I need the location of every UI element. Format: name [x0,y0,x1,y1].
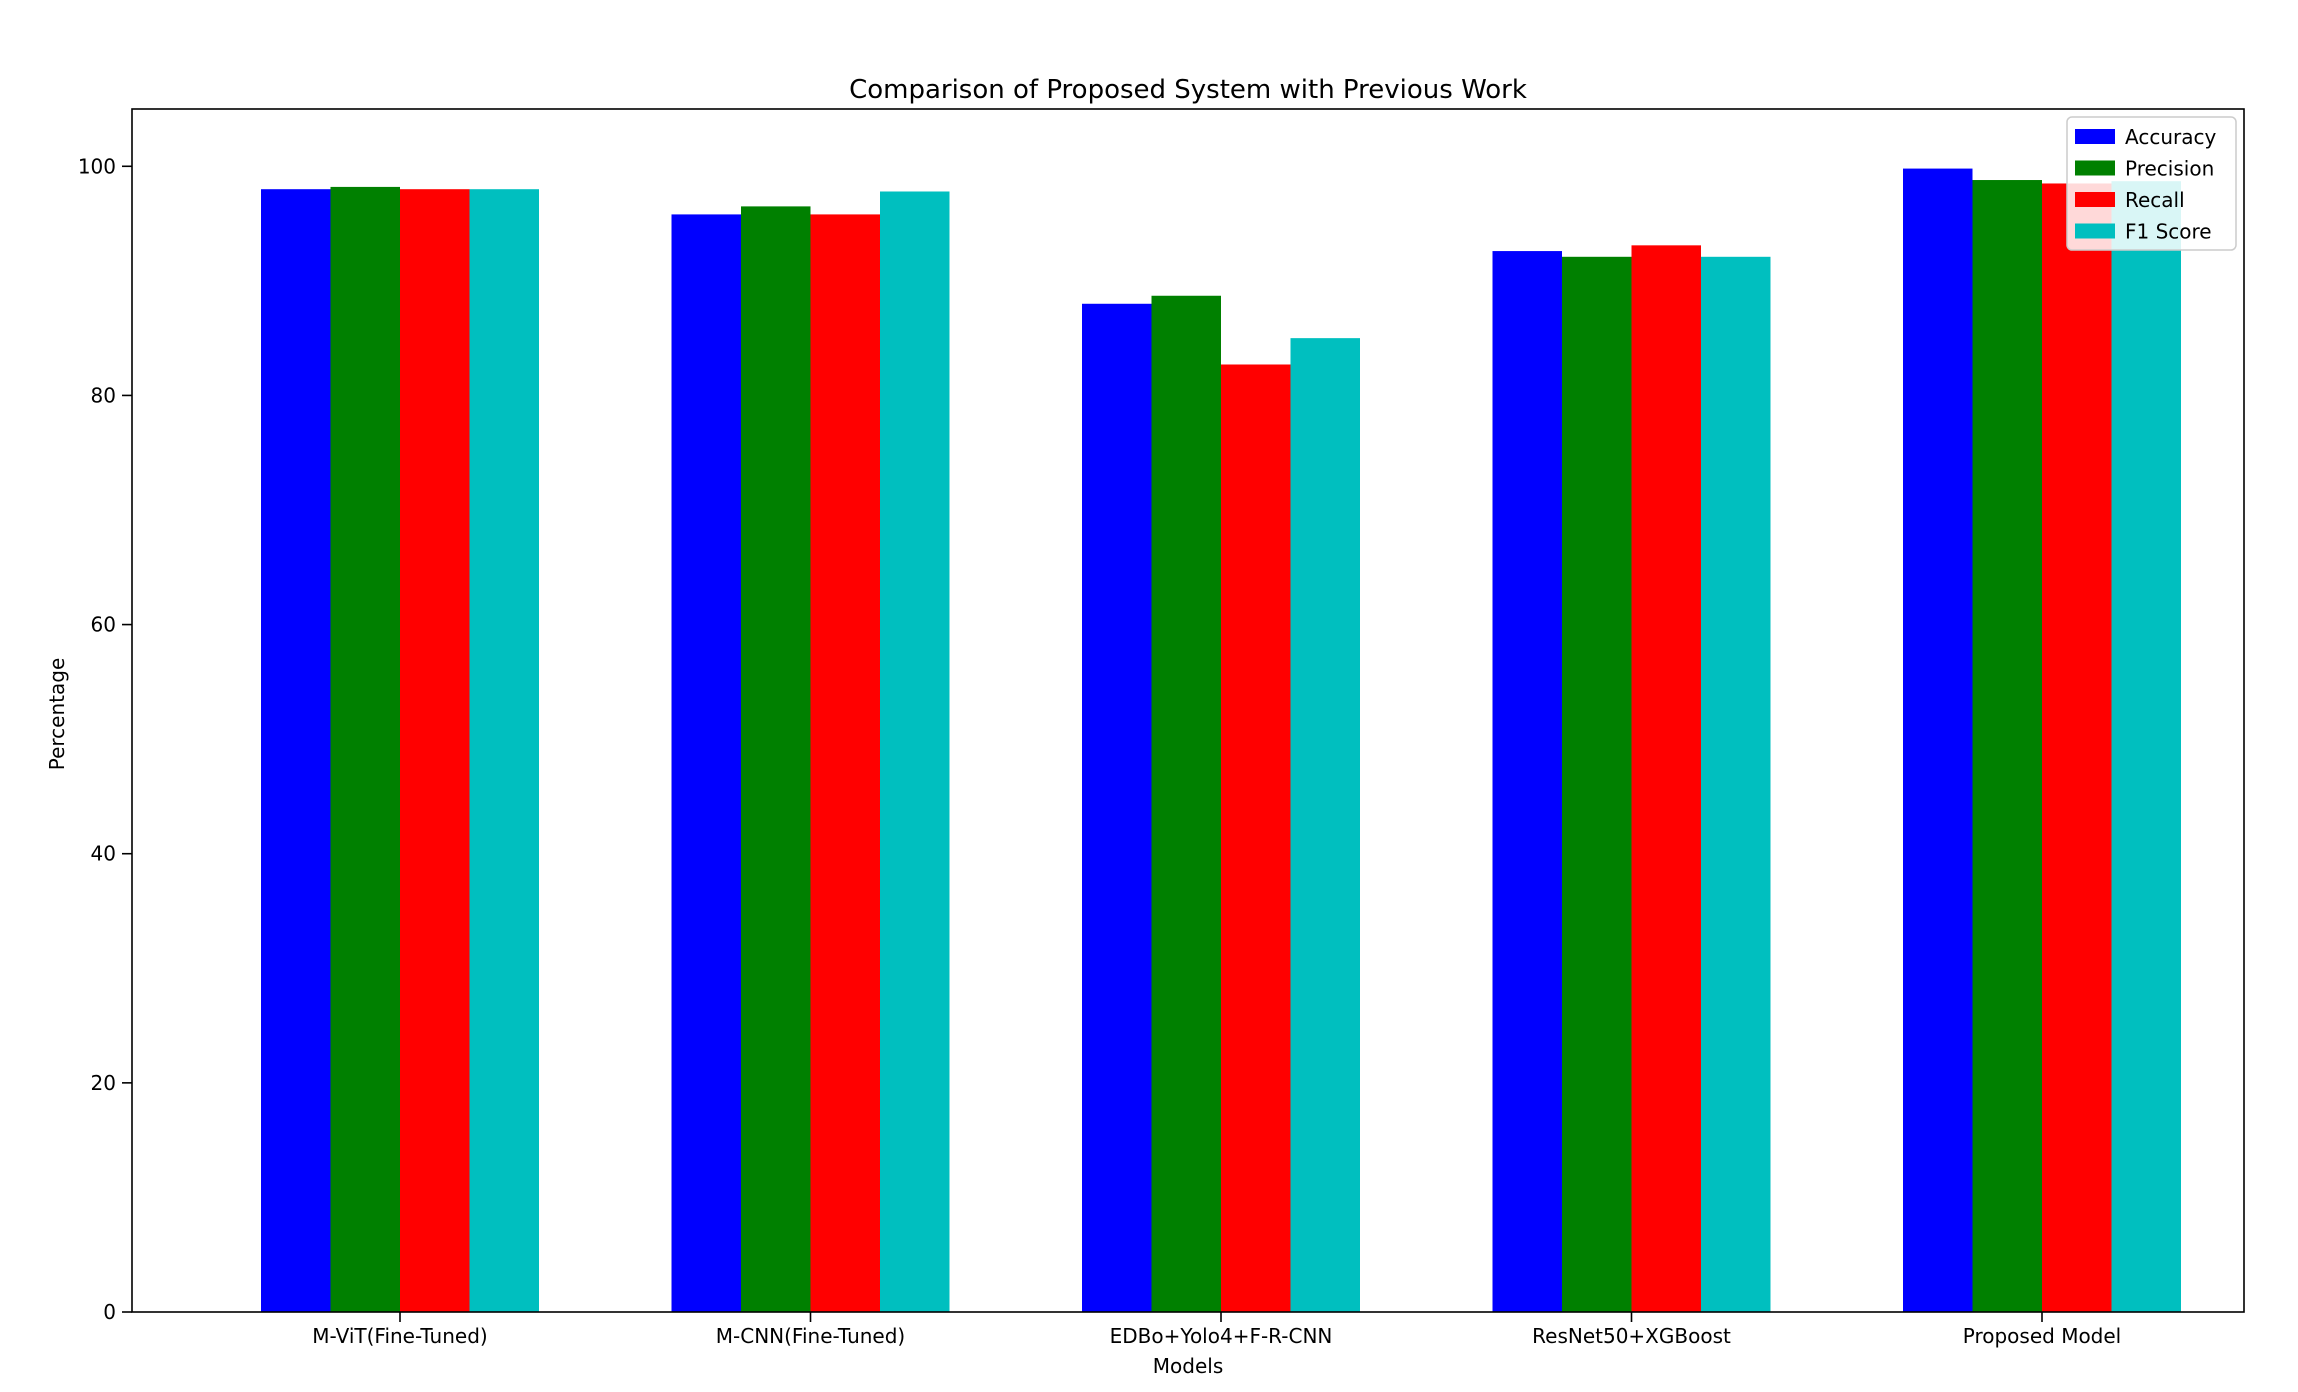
legend-label: Precision [2125,157,2214,181]
bar-f1-score-0 [469,189,539,1313]
bar-recall-0 [400,189,470,1313]
bar-accuracy-2 [1082,303,1152,1312]
x-tick-label: EDBo+Yolo4+F-R-CNN [1110,1324,1333,1348]
y-axis-label: Percentage [45,658,69,771]
bars-group [261,168,2181,1313]
bar-precision-1 [741,206,811,1312]
y-tick-label: 100 [78,154,116,178]
bar-recall-1 [810,214,880,1312]
y-tick-label: 60 [91,613,116,637]
bar-precision-4 [1972,180,2042,1312]
bar-f1-score-2 [1290,338,1360,1313]
legend: Accuracy Precision Recall F1 Score [2066,116,2237,251]
x-tick-label: M-ViT(Fine-Tuned) [312,1324,487,1348]
bar-precision-2 [1151,295,1221,1312]
legend-label: Recall [2125,188,2185,212]
x-tick-label: ResNet50+XGBoost [1532,1324,1731,1348]
legend-swatch [2075,192,2115,207]
bar-precision-3 [1562,256,1632,1313]
x-tick-label: M-CNN(Fine-Tuned) [716,1324,905,1348]
bar-accuracy-0 [261,189,331,1313]
bar-recall-4 [2042,183,2112,1312]
bar-accuracy-4 [1903,168,1973,1312]
bar-accuracy-1 [671,214,741,1312]
bar-accuracy-3 [1492,251,1562,1312]
legend-label: Accuracy [2125,125,2216,149]
bar-precision-0 [330,186,400,1312]
bar-f1-score-3 [1701,256,1771,1313]
y-tick-label: 0 [103,1300,116,1324]
y-tick-label: 40 [91,842,116,866]
plot-frame [131,108,2245,1313]
y-axis: 0 20 40 60 80 100 [78,154,132,1324]
legend-box [2066,116,2237,251]
legend-label: F1 Score [2125,220,2212,244]
x-axis: M-ViT(Fine-Tuned) M-CNN(Fine-Tuned) EDBo+Y… [312,1312,2121,1348]
bar-recall-2 [1221,364,1291,1313]
bar-recall-3 [1631,245,1701,1313]
x-axis-label: Models [1153,1354,1223,1378]
x-tick-label: Proposed Model [1963,1324,2122,1348]
bar-f1-score-4 [2111,181,2181,1313]
y-tick-label: 20 [91,1071,116,1095]
y-tick-label: 80 [91,383,116,407]
bar-f1-score-1 [880,191,950,1312]
chart-title: Comparison of Proposed System with Previ… [849,75,1527,105]
legend-swatch [2075,223,2115,239]
legend-swatch [2075,129,2115,144]
legend-swatch [2075,160,2115,176]
